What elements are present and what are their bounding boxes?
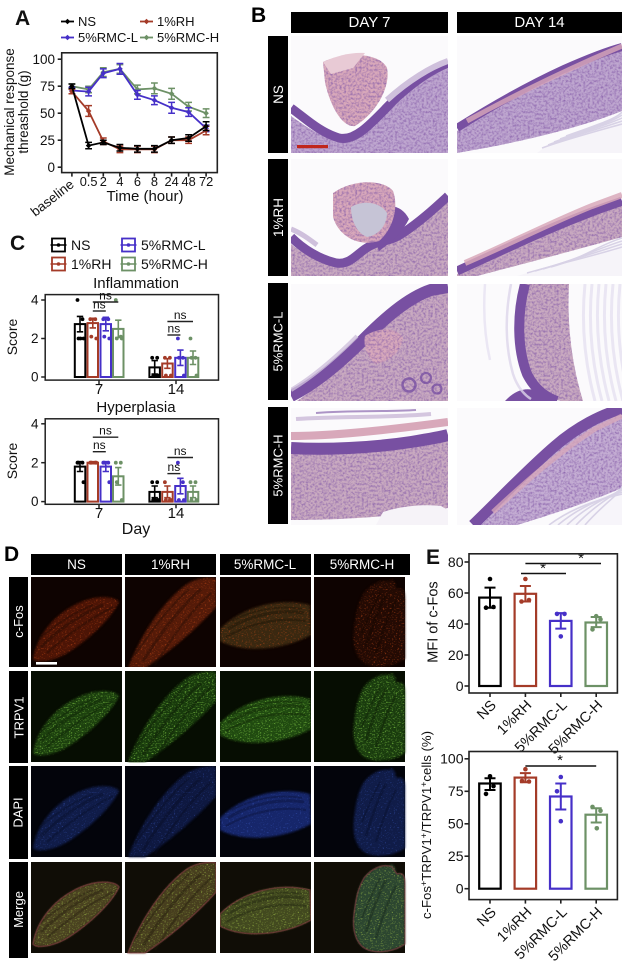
svg-text:Time (hour): Time (hour): [107, 188, 184, 205]
svg-text:ns: ns: [99, 289, 112, 303]
svg-text:C: C: [10, 232, 25, 255]
svg-text:MFI of c-Fos: MFI of c-Fos: [426, 581, 442, 662]
svg-text:A: A: [15, 7, 30, 30]
svg-text:75: 75: [448, 783, 464, 799]
svg-text:1%RH: 1%RH: [157, 14, 195, 29]
svg-text:2: 2: [100, 174, 107, 189]
svg-text:4: 4: [31, 416, 39, 431]
svg-text:0: 0: [31, 370, 39, 385]
svg-text:ns: ns: [99, 424, 112, 438]
svg-text:4: 4: [116, 174, 123, 189]
svg-text:60: 60: [448, 585, 464, 601]
svg-text:5%RMC-H: 5%RMC-H: [157, 30, 219, 45]
svg-text:7: 7: [95, 505, 103, 522]
svg-text:5%RMC-H: 5%RMC-H: [141, 256, 208, 272]
svg-text:50: 50: [448, 816, 464, 832]
svg-text:*: *: [578, 550, 584, 567]
svg-text:80: 80: [448, 554, 464, 570]
svg-text:0.5: 0.5: [80, 174, 98, 189]
svg-text:6: 6: [134, 174, 141, 189]
svg-text:25: 25: [448, 848, 464, 864]
svg-text:NS: NS: [71, 237, 90, 253]
svg-text:1%RH: 1%RH: [71, 256, 111, 272]
svg-text:baseline: baseline: [28, 177, 77, 220]
svg-text:24: 24: [164, 174, 178, 189]
svg-text:NS: NS: [78, 14, 96, 29]
svg-text:8: 8: [151, 174, 158, 189]
svg-text:2: 2: [31, 455, 39, 470]
svg-text:Inflammation: Inflammation: [93, 275, 179, 292]
svg-text:20: 20: [448, 647, 464, 663]
svg-text:ns: ns: [93, 438, 106, 452]
svg-text:threashold (g): threashold (g): [16, 70, 31, 153]
svg-text:14: 14: [168, 505, 185, 522]
svg-text:2: 2: [31, 331, 39, 346]
svg-text:ns: ns: [174, 444, 187, 458]
svg-text:100: 100: [32, 52, 55, 67]
svg-text:*: *: [557, 752, 563, 769]
svg-text:ns: ns: [168, 322, 181, 336]
svg-text:NS: NS: [474, 698, 500, 724]
svg-text:ns: ns: [174, 308, 187, 322]
svg-text:72: 72: [199, 174, 213, 189]
svg-text:100: 100: [440, 751, 464, 767]
svg-text:5%RMC-L: 5%RMC-L: [141, 237, 206, 253]
svg-text:Mechanical response: Mechanical response: [2, 48, 17, 176]
svg-text:NS: NS: [474, 905, 500, 931]
svg-text:40: 40: [448, 616, 464, 632]
svg-text:50: 50: [40, 106, 55, 121]
svg-text:ns: ns: [168, 460, 181, 474]
svg-text:0: 0: [47, 160, 55, 175]
svg-text:Day: Day: [122, 521, 150, 538]
svg-text:Score: Score: [4, 443, 20, 480]
svg-text:*: *: [540, 560, 546, 577]
svg-text:E: E: [426, 546, 440, 569]
svg-text:c-Fos+TRPV1+/TRPV1+cells (%): c-Fos+TRPV1+/TRPV1+cells (%): [420, 731, 434, 919]
svg-text:5%RMC-L: 5%RMC-L: [78, 30, 138, 45]
svg-text:7: 7: [95, 381, 103, 398]
svg-text:0: 0: [456, 881, 464, 897]
svg-text:ns: ns: [93, 298, 106, 312]
svg-text:0: 0: [31, 494, 39, 509]
svg-text:25: 25: [40, 133, 55, 148]
svg-text:75: 75: [40, 79, 55, 94]
svg-text:Hyperplasia: Hyperplasia: [96, 399, 176, 416]
svg-text:4: 4: [31, 293, 39, 308]
svg-text:48: 48: [181, 174, 195, 189]
svg-text:14: 14: [168, 381, 185, 398]
svg-text:Score: Score: [4, 319, 20, 356]
svg-text:0: 0: [456, 678, 464, 694]
